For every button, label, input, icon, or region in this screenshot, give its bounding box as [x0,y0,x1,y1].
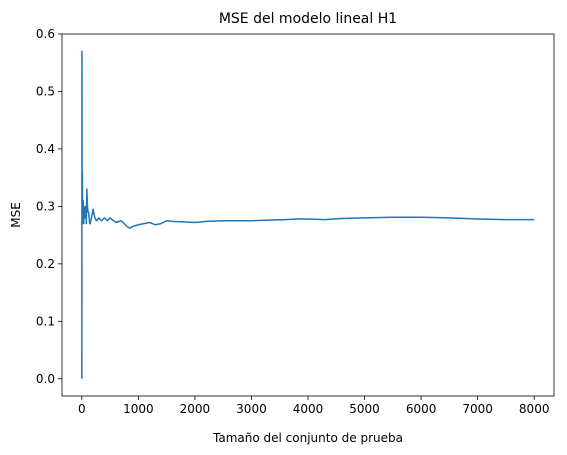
y-tick-label: 0.0 [36,372,55,386]
x-tick-label: 1000 [123,402,154,416]
x-axis-label: Tamaño del conjunto de prueba [212,431,403,445]
y-tick-label: 0.6 [36,27,55,41]
x-tick-label: 6000 [406,402,437,416]
y-axis-ticks: 0.0 0.1 0.2 0.3 0.4 0.5 0.6 [36,27,62,386]
plot-frame [61,33,555,397]
x-tick-label: 3000 [236,402,267,416]
x-tick-label: 0 [78,402,86,416]
chart-title: MSE del modelo lineal H1 [219,11,397,27]
x-axis-ticks: 0 1000 2000 3000 4000 5000 6000 7000 8000 [78,396,550,416]
y-tick-label: 0.4 [36,142,55,156]
x-tick-label: 2000 [180,402,211,416]
x-tick-label: 8000 [519,402,550,416]
series-layer [81,50,535,379]
series-line-mse [81,50,535,379]
x-tick-label: 5000 [349,402,380,416]
y-tick-label: 0.2 [36,257,55,271]
x-tick-label: 7000 [462,402,493,416]
y-tick-label: 0.1 [36,314,55,328]
y-tick-label: 0.5 [36,84,55,98]
x-tick-label: 4000 [293,402,324,416]
y-axis-label: MSE [9,202,23,228]
y-tick-label: 0.3 [36,199,55,213]
